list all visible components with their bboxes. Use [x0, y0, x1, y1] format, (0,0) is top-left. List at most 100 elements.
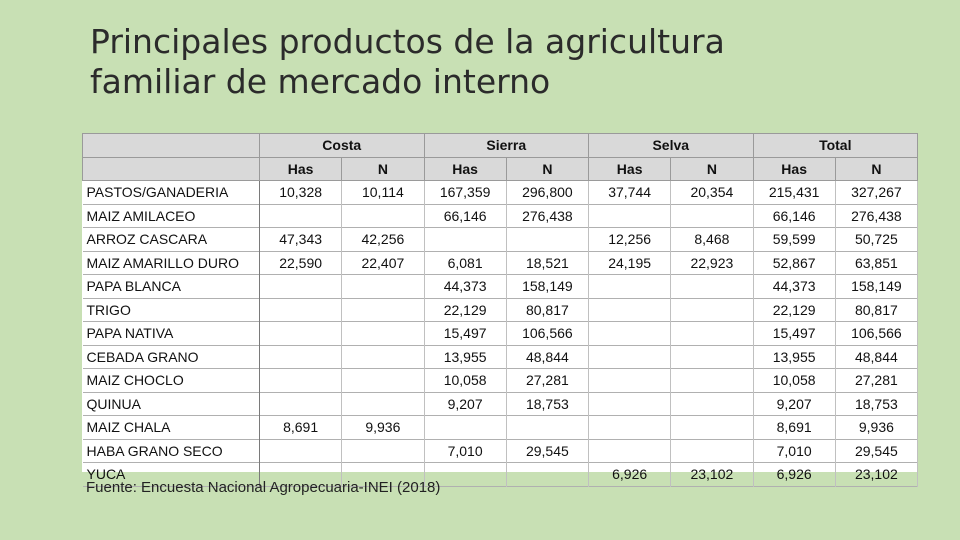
value-cell: 18,753 [834, 392, 919, 416]
value-cell: 20,354 [670, 180, 754, 204]
value-cell: 9,936 [341, 415, 425, 439]
value-cell: 10,328 [258, 180, 343, 204]
value-cell [341, 345, 425, 369]
table-body: PASTOS/GANADERIA 10,328 10,114 167,359 296,8… [82, 180, 919, 486]
value-cell: 6,081 [423, 251, 507, 275]
value-cell: 8,468 [670, 227, 754, 251]
subheader: N [670, 156, 754, 181]
value-cell: 22,923 [670, 251, 754, 275]
value-cell [588, 274, 672, 298]
value-cell: 276,438 [505, 204, 590, 228]
value-cell [341, 321, 425, 345]
value-cell: 44,373 [423, 274, 507, 298]
value-cell: 327,267 [834, 180, 919, 204]
value-cell: 6,926 [752, 462, 836, 486]
value-cell: 106,566 [505, 321, 590, 345]
value-cell: 13,955 [752, 345, 836, 369]
value-cell: 50,725 [834, 227, 919, 251]
product-label: MAIZ CHALA [82, 415, 260, 439]
value-cell [341, 204, 425, 228]
subheader: N [834, 156, 919, 181]
value-cell: 13,955 [423, 345, 507, 369]
region-header-row: Costa Sierra Selva Total [82, 133, 919, 158]
value-cell [670, 392, 754, 416]
value-cell: 9,936 [834, 415, 919, 439]
value-cell: 276,438 [834, 204, 919, 228]
value-cell: 22,407 [341, 251, 425, 275]
value-cell: 9,207 [752, 392, 836, 416]
region-header: Selva [588, 133, 754, 158]
product-label: MAIZ AMILACEO [82, 204, 260, 228]
region-header: Sierra [423, 133, 590, 158]
value-cell [423, 227, 507, 251]
value-cell: 167,359 [423, 180, 507, 204]
value-cell [588, 298, 672, 322]
value-cell [588, 415, 672, 439]
value-cell: 296,800 [505, 180, 590, 204]
corner-cell [82, 156, 260, 181]
value-cell [341, 392, 425, 416]
value-cell [258, 204, 343, 228]
value-cell: 9,207 [423, 392, 507, 416]
value-cell: 12,256 [588, 227, 672, 251]
value-cell: 215,431 [752, 180, 836, 204]
value-cell: 8,691 [752, 415, 836, 439]
value-cell: 29,545 [834, 439, 919, 463]
value-cell [670, 274, 754, 298]
value-cell: 59,599 [752, 227, 836, 251]
table-row: PASTOS/GANADERIA 10,328 10,114 167,359 296,8… [82, 180, 919, 204]
value-cell [258, 392, 343, 416]
value-cell [670, 298, 754, 322]
subheader: Has [258, 156, 343, 181]
product-label: CEBADA GRANO [82, 345, 260, 369]
product-label: MAIZ CHOCLO [82, 368, 260, 392]
value-cell [670, 321, 754, 345]
product-label: ARROZ CASCARA [82, 227, 260, 251]
value-cell [588, 368, 672, 392]
subheader: N [341, 156, 425, 181]
value-cell: 10,058 [423, 368, 507, 392]
value-cell: 18,521 [505, 251, 590, 275]
corner-cell [82, 133, 260, 158]
value-cell: 66,146 [752, 204, 836, 228]
value-cell: 44,373 [752, 274, 836, 298]
region-header: Total [752, 133, 919, 158]
table-row: TRIGO 22,129 80,817 22,129 80,817 [82, 298, 919, 322]
production-table-container: Costa Sierra Selva Total Has N Has N Has… [82, 133, 919, 486]
value-cell: 42,256 [341, 227, 425, 251]
value-cell [258, 368, 343, 392]
subheader: Has [423, 156, 507, 181]
value-cell: 7,010 [423, 439, 507, 463]
value-cell: 37,744 [588, 180, 672, 204]
value-cell [588, 204, 672, 228]
subheader: Has [752, 156, 836, 181]
subheader: Has [588, 156, 672, 181]
value-cell: 80,817 [505, 298, 590, 322]
product-label: YUCA [82, 462, 260, 486]
value-cell: 6,926 [588, 462, 672, 486]
value-cell: 10,058 [752, 368, 836, 392]
table-row: QUINUA 9,207 18,753 9,207 18,753 [82, 392, 919, 416]
value-cell: 23,102 [670, 462, 754, 486]
value-cell: 23,102 [834, 462, 919, 486]
value-cell [588, 321, 672, 345]
value-cell [670, 368, 754, 392]
value-cell [670, 345, 754, 369]
value-cell [588, 345, 672, 369]
product-label: QUINUA [82, 392, 260, 416]
value-cell [505, 415, 590, 439]
value-cell [588, 439, 672, 463]
title-line-2: familiar de mercado interno [90, 62, 551, 101]
value-cell [258, 439, 343, 463]
product-label: PAPA NATIVA [82, 321, 260, 345]
value-cell [670, 415, 754, 439]
table-row: ARROZ CASCARA 47,343 42,256 12,256 8,468 59,5… [82, 227, 919, 251]
value-cell [258, 321, 343, 345]
value-cell [341, 298, 425, 322]
table-row: MAIZ CHALA 8,691 9,936 8,691 9,936 [82, 415, 919, 439]
production-table: Costa Sierra Selva Total Has N Has N Has… [82, 133, 919, 487]
table-row: PAPA NATIVA 15,497 106,566 15,497 106,566 [82, 321, 919, 345]
value-cell: 106,566 [834, 321, 919, 345]
product-label: TRIGO [82, 298, 260, 322]
value-cell: 48,844 [834, 345, 919, 369]
